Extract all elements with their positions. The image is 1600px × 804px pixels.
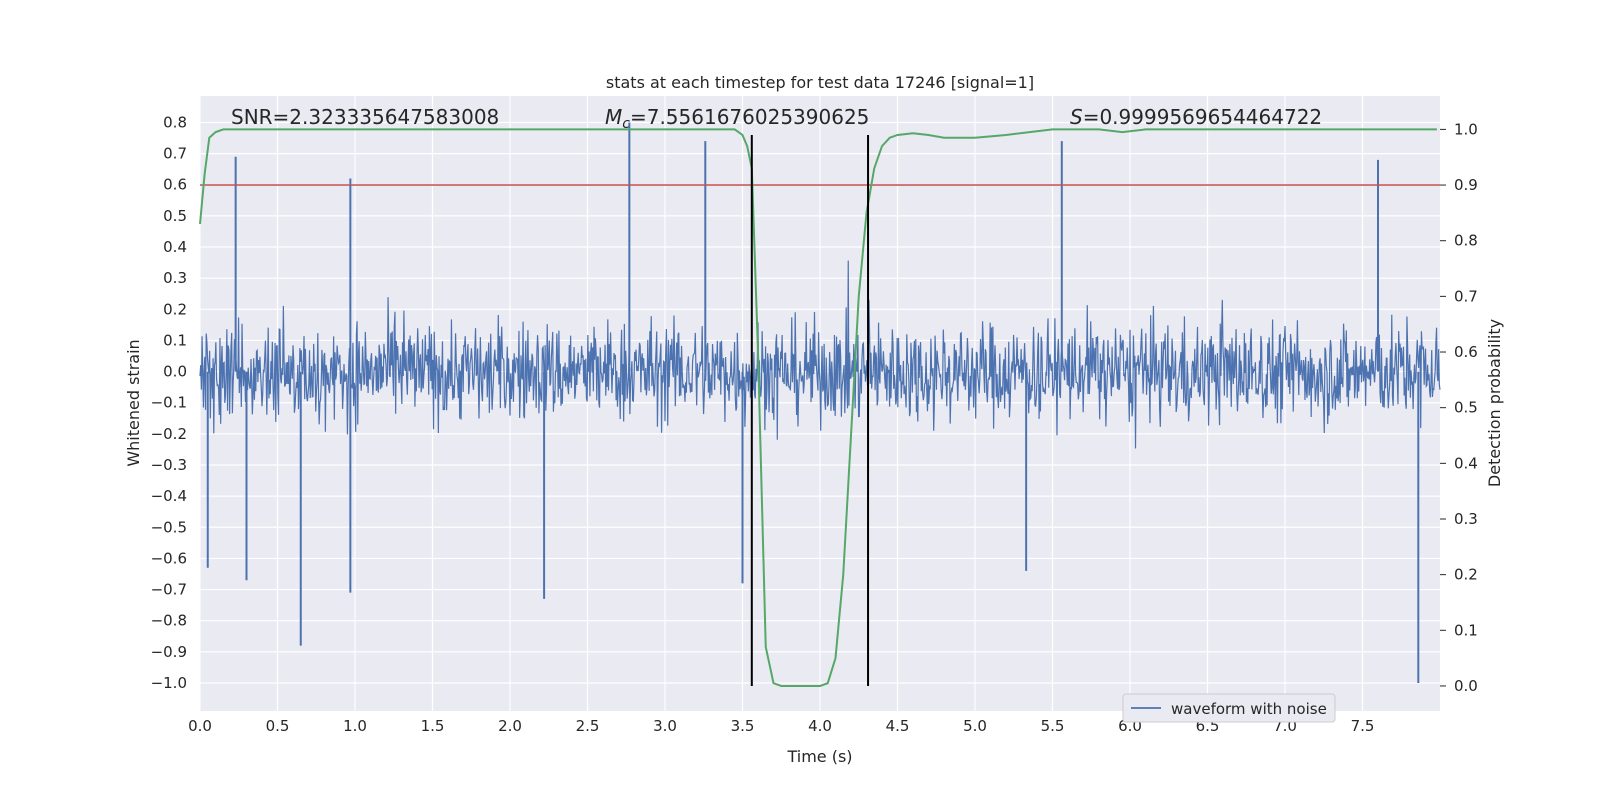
- y-left-tick-label: −0.1: [151, 394, 187, 412]
- y-axis-left-label: Whitened strain: [124, 339, 143, 466]
- x-tick-label: 3.5: [731, 717, 755, 735]
- detection-probability-line: [199, 128, 1437, 687]
- x-tick-label: 4.5: [886, 717, 910, 735]
- y-left-tick-label: −0.6: [151, 549, 187, 567]
- y-axis-right-label: Detection probability: [1485, 319, 1504, 487]
- y-left-tick-label: 0.5: [163, 207, 187, 225]
- x-tick-label: 3.0: [653, 717, 677, 735]
- legend: waveform with noise: [1122, 693, 1336, 723]
- y-right-tick-label: 0.5: [1454, 399, 1478, 417]
- snr-annotation: SNR=2.323335647583008: [231, 105, 499, 129]
- y-right-tick-label: 0.2: [1454, 566, 1478, 584]
- y-left-tick-label: −0.7: [151, 581, 187, 599]
- x-tick-label: 2.0: [498, 717, 522, 735]
- x-tick-label: 2.5: [576, 717, 600, 735]
- x-tick-label: 4.0: [808, 717, 832, 735]
- y-left-tick-label: 0.1: [163, 331, 187, 349]
- y-left-tick-label: 0.7: [163, 145, 187, 163]
- y-left-tick-label: 0.0: [163, 363, 187, 381]
- y-left-tick-label: 0.6: [163, 176, 187, 194]
- y-right-tick-label: 0.1: [1454, 621, 1478, 639]
- y-right-tick-label: 0.9: [1454, 176, 1478, 194]
- y-right-tick-label: 1.0: [1454, 120, 1478, 138]
- y-left-tick-label: 0.2: [163, 300, 187, 318]
- x-tick-label: 5.0: [963, 717, 987, 735]
- y-left-tick-label: −0.4: [151, 487, 187, 505]
- detection-statistic-annotation: S=0.9999569654464722: [1070, 105, 1322, 129]
- x-tick-label: 1.0: [343, 717, 367, 735]
- x-tick-label: 5.5: [1041, 717, 1065, 735]
- y-left-tick-label: −1.0: [151, 674, 187, 692]
- y-right-tick-label: 0.7: [1454, 287, 1478, 305]
- x-tick-label: 1.5: [421, 717, 445, 735]
- waveform-noise-trace: [199, 260, 1441, 449]
- y-left-tick-label: −0.5: [151, 518, 187, 536]
- legend-box: [1122, 693, 1336, 723]
- y-right-tick-label: 0.0: [1454, 677, 1478, 695]
- y-left-tick-label: −0.2: [151, 425, 187, 443]
- chirp-mass-annotation: Mc=7.5561676025390625: [605, 105, 869, 132]
- y-left-tick-label: −0.3: [151, 456, 187, 474]
- y-left-tick-label: 0.4: [163, 238, 187, 256]
- y-right-tick-label: 0.8: [1454, 232, 1478, 250]
- y-left-tick-label: 0.8: [163, 113, 187, 131]
- x-axis-label: Time (s): [786, 747, 852, 766]
- x-tick-label: 0.5: [266, 717, 290, 735]
- legend-entry-waveform: waveform with noise: [1171, 700, 1327, 718]
- y-right-tick-label: 0.4: [1454, 454, 1478, 472]
- x-tick-label: 0.0: [188, 717, 212, 735]
- y-right-tick-label: 0.6: [1454, 343, 1478, 361]
- x-tick-label: 7.5: [1351, 717, 1375, 735]
- y-left-tick-label: −0.8: [151, 612, 187, 630]
- y-left-tick-label: 0.3: [163, 269, 187, 287]
- chart-title: stats at each timestep for test data 172…: [606, 73, 1034, 92]
- y-right-tick-label: 0.3: [1454, 510, 1478, 528]
- y-left-tick-label: −0.9: [151, 643, 187, 661]
